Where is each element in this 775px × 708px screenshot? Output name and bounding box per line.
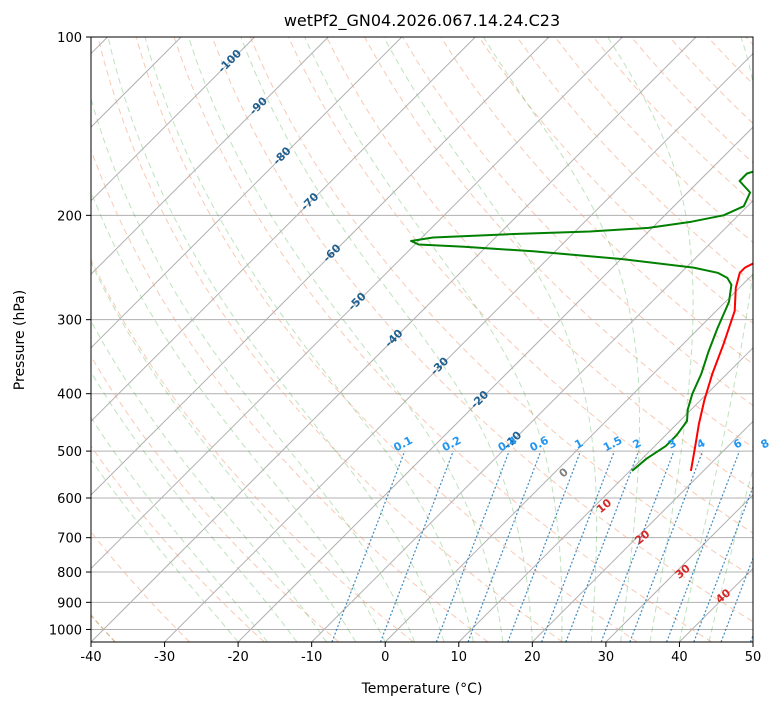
x-tick-label: 30 (598, 650, 615, 665)
profile-series-line (689, 262, 753, 472)
moist-adiabat-line (188, 37, 504, 642)
y-tick-label: 500 (57, 445, 82, 460)
isotherm-line (384, 273, 753, 642)
isotherm-line (91, 37, 403, 349)
mixing-ratio-line (629, 450, 704, 642)
isotherm-line (91, 37, 697, 642)
x-tick-label: 40 (671, 650, 688, 665)
plot-area (91, 37, 753, 642)
profile-series-line (410, 170, 753, 472)
dry-adiabat-line (91, 355, 340, 642)
moist-adiabat-line (91, 416, 268, 642)
x-tick-label: 0 (381, 650, 389, 665)
x-tick-label: 10 (451, 650, 468, 665)
dry-adiabat-line (211, 37, 753, 623)
moist-adiabat-line (607, 37, 694, 642)
y-axis-label: Pressure (hPa) (12, 290, 28, 390)
plot-frame (90, 36, 754, 643)
dry-adiabat-line (173, 37, 713, 642)
y-tick-label: 1000 (49, 623, 82, 638)
mixing-ratio-line (693, 485, 753, 642)
dry-adiabat-line (91, 258, 414, 642)
moist-adiabat-line (383, 37, 598, 642)
y-tick-label: 900 (57, 596, 82, 611)
isotherm-line (311, 199, 753, 642)
x-tick-label: -20 (227, 650, 248, 665)
moist-adiabat-line (91, 370, 298, 642)
moist-adiabat-line (91, 96, 416, 642)
x-tick-label: -40 (80, 650, 101, 665)
y-tick-label: 200 (57, 209, 82, 224)
series-layer (410, 170, 753, 472)
y-tick-label: 800 (57, 566, 82, 581)
y-tick-label: 300 (57, 314, 82, 329)
dry-adiabat-line (287, 37, 753, 534)
moist-adiabat-line (708, 466, 753, 642)
moist-adiabat-line (91, 458, 239, 642)
moist-adiabat-line (107, 37, 445, 642)
isotherm-line (237, 126, 753, 642)
y-tick-label: 700 (57, 532, 82, 547)
x-tick-label: -30 (154, 650, 175, 665)
dry-adiabats (91, 37, 753, 642)
x-tick-label: 50 (745, 650, 762, 665)
mixing-ratio-line (541, 450, 615, 642)
y-tick-label: 400 (57, 388, 82, 403)
dry-adiabat-line (97, 37, 563, 642)
isotherm-line (91, 37, 476, 423)
y-tick-label: 600 (57, 492, 82, 507)
mixing-ratio-line (720, 556, 753, 642)
mixing-ratio-lines (331, 450, 753, 642)
moist-adiabat-line (678, 37, 753, 642)
dry-adiabat-line (249, 37, 753, 578)
x-tick-label: -10 (301, 650, 322, 665)
chart-title: wetPf2_GN04.2026.067.14.24.C23 (284, 11, 560, 31)
mixing-ratio-line (331, 450, 406, 642)
isotherm-line (91, 37, 550, 496)
isotherms (91, 37, 753, 642)
mixing-ratio-line (379, 450, 454, 642)
mixing-ratio-line (467, 450, 542, 642)
mixing-ratio-line (565, 450, 640, 642)
isotherm-line (605, 494, 753, 642)
dry-adiabat-line (135, 37, 638, 642)
isotherm-line (164, 52, 753, 642)
x-axis-label: Temperature (°C) (361, 681, 483, 697)
mixing-ratio-line (507, 450, 582, 642)
mixing-ratio-line (600, 450, 675, 642)
isotherm-line (91, 37, 256, 202)
moist-adiabat-line (144, 37, 474, 642)
y-tick-label: 100 (57, 31, 82, 46)
moist-adiabats (91, 37, 753, 642)
isotherm-line (531, 420, 753, 642)
isotherm-line (91, 37, 329, 275)
dry-adiabat-line (91, 445, 265, 642)
dry-adiabat-line (326, 37, 753, 491)
moist-adiabat-line (240, 37, 533, 642)
mixing-ratio-line (435, 450, 510, 642)
isotherm-line (91, 37, 623, 570)
moist-adiabat-line (304, 37, 563, 642)
x-tick-label: 20 (524, 650, 541, 665)
moist-adiabat-line (483, 37, 640, 642)
pressure-gridlines (91, 37, 753, 630)
moist-adiabat-line (91, 190, 386, 642)
x-axis-ticks: -40 -30 -20 -10 0 10 20 30 40 50 (80, 642, 761, 665)
isotherm-line (458, 347, 753, 642)
moist-adiabat-line (91, 261, 357, 642)
y-axis-ticks: 100 200 300 400 500 600 700 800 900 1000 (49, 31, 91, 638)
mixing-ratio-line (666, 450, 740, 642)
